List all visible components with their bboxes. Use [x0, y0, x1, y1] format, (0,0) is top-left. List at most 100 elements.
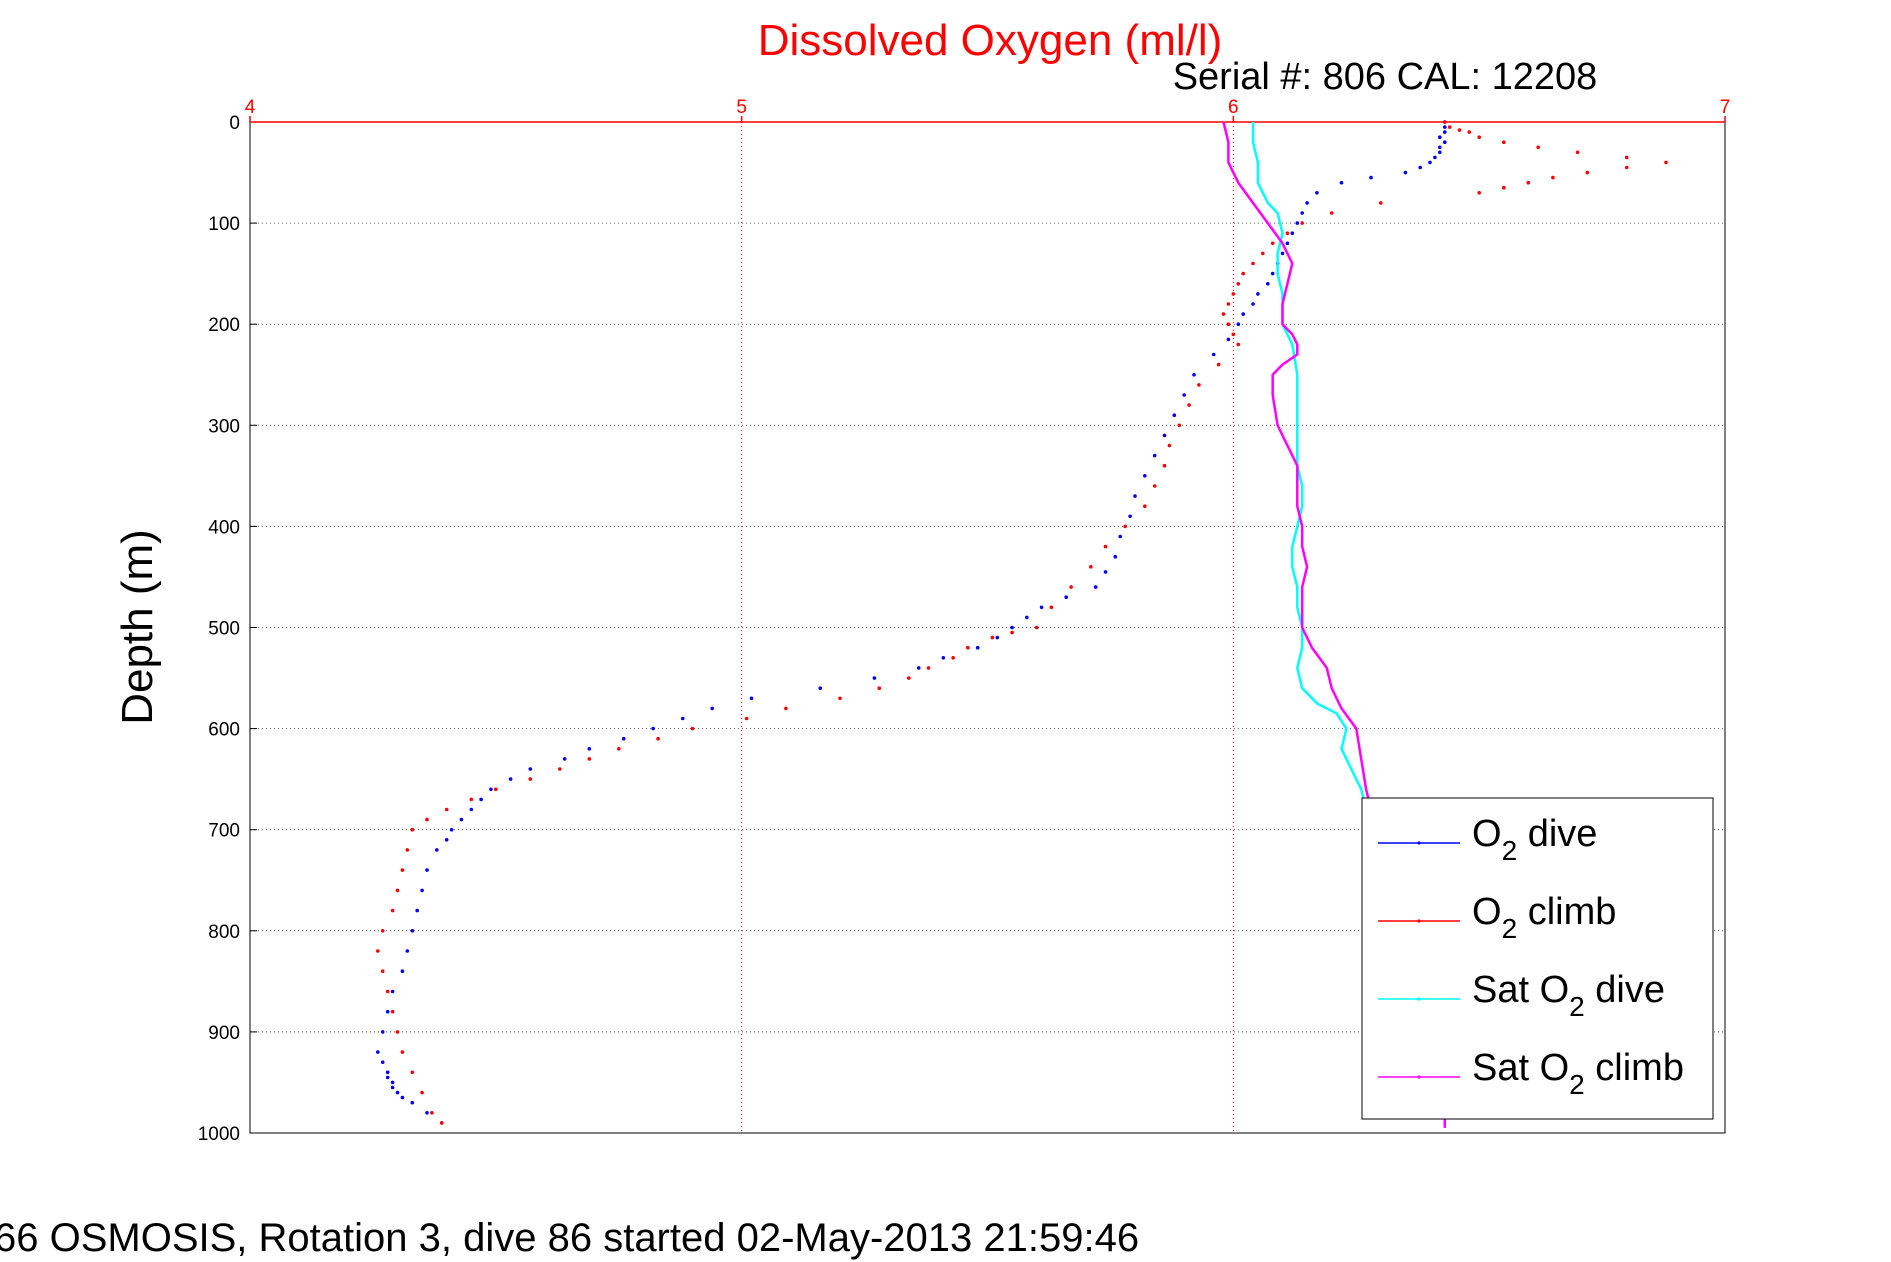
data-point [1575, 150, 1580, 155]
data-point [587, 757, 592, 761]
data-point [1443, 140, 1447, 144]
legend-label: O2 dive [1472, 813, 1597, 866]
y-tick-label: 800 [208, 922, 240, 943]
y-tick-label: 600 [208, 720, 240, 741]
data-point [528, 767, 533, 771]
data-point [395, 1090, 400, 1095]
series-3 [1251, 122, 1368, 810]
data-point [1443, 125, 1447, 129]
data-point [1226, 302, 1231, 306]
data-point [425, 1111, 429, 1115]
data-point [400, 868, 405, 872]
data-point [1025, 615, 1029, 620]
data-point [1123, 524, 1127, 529]
data-point [1187, 403, 1191, 407]
data-point [420, 888, 424, 893]
data-point [784, 706, 788, 711]
chart-subtitle: Serial #: 806 CAL: 12208 [1173, 56, 1598, 98]
legend-label: O2 climb [1472, 891, 1616, 944]
data-point [1241, 271, 1245, 276]
data-point [459, 817, 464, 822]
data-point [1502, 185, 1506, 190]
legend-marker [1417, 1075, 1421, 1079]
data-point [1236, 322, 1241, 327]
x-tick-label: 6 [1228, 97, 1239, 118]
data-point [1551, 175, 1555, 180]
y-tick-label: 200 [208, 315, 240, 336]
data-point [1438, 150, 1442, 155]
data-point [405, 848, 410, 852]
data-point [1211, 352, 1216, 357]
x-axis: 4 5 6 7 [245, 97, 1731, 122]
data-point [1236, 342, 1241, 347]
data-point [1502, 140, 1506, 144]
data-point [1143, 504, 1147, 509]
data-point [1300, 211, 1304, 215]
data-point [558, 767, 562, 771]
data-point [385, 1009, 390, 1014]
data-point [385, 989, 390, 994]
grid [250, 122, 1725, 1133]
data-point [995, 635, 1000, 640]
data-point [528, 777, 533, 781]
data-point [690, 726, 695, 731]
data-point [1118, 534, 1122, 539]
data-point [1162, 463, 1167, 468]
data-point [1034, 625, 1039, 630]
data-point [1585, 170, 1590, 175]
data-point [621, 736, 626, 741]
data-point [1280, 251, 1285, 256]
data-point [587, 747, 592, 751]
data-point [1152, 484, 1157, 488]
data-point [1010, 625, 1014, 630]
data-point [1339, 180, 1344, 185]
data-point [1152, 453, 1157, 458]
data-point [926, 666, 931, 670]
data-point [1103, 544, 1108, 549]
data-point [1624, 165, 1629, 170]
legend-marker [1417, 841, 1421, 845]
data-point [1433, 155, 1437, 160]
data-point [390, 908, 395, 913]
data-point [444, 838, 449, 842]
data-point [1403, 170, 1408, 175]
y-tick-label: 1000 [198, 1124, 240, 1145]
data-point [400, 1050, 405, 1054]
series-2 [376, 120, 1668, 1125]
y-tick-label: 500 [208, 619, 240, 640]
legend-box [1361, 797, 1714, 1120]
data-point [1256, 292, 1260, 296]
data-point [1069, 585, 1073, 589]
data-point [1261, 251, 1265, 256]
data-point [1162, 433, 1167, 438]
data-point [1226, 337, 1231, 342]
data-point [941, 656, 946, 660]
legend-label: Sat O2 dive [1472, 969, 1665, 1022]
data-point [479, 797, 483, 802]
data-point [1664, 160, 1668, 165]
data-point [838, 696, 842, 701]
data-point [376, 1050, 380, 1054]
data-point [415, 908, 420, 913]
x-tick-label: 7 [1720, 97, 1731, 118]
data-point [1064, 595, 1068, 599]
data-point [872, 676, 877, 680]
data-point [1177, 423, 1182, 428]
data-point [1226, 322, 1231, 327]
legend: O2 dive O2 climb Sat O2 dive Sat O2 climb [1361, 797, 1714, 1120]
data-point [1428, 160, 1432, 165]
data-point [420, 1090, 424, 1095]
data-point [1305, 201, 1309, 205]
data-point [1443, 130, 1447, 134]
data-point [395, 1030, 400, 1034]
data-point [494, 787, 498, 792]
data-point [1438, 135, 1442, 139]
data-point [1093, 585, 1098, 589]
series-line [1251, 122, 1368, 810]
data-point [1128, 514, 1132, 519]
data-point [390, 1009, 395, 1014]
data-point [1624, 155, 1629, 160]
data-point [1236, 282, 1241, 286]
data-point [916, 666, 921, 670]
data-point [1526, 180, 1531, 185]
